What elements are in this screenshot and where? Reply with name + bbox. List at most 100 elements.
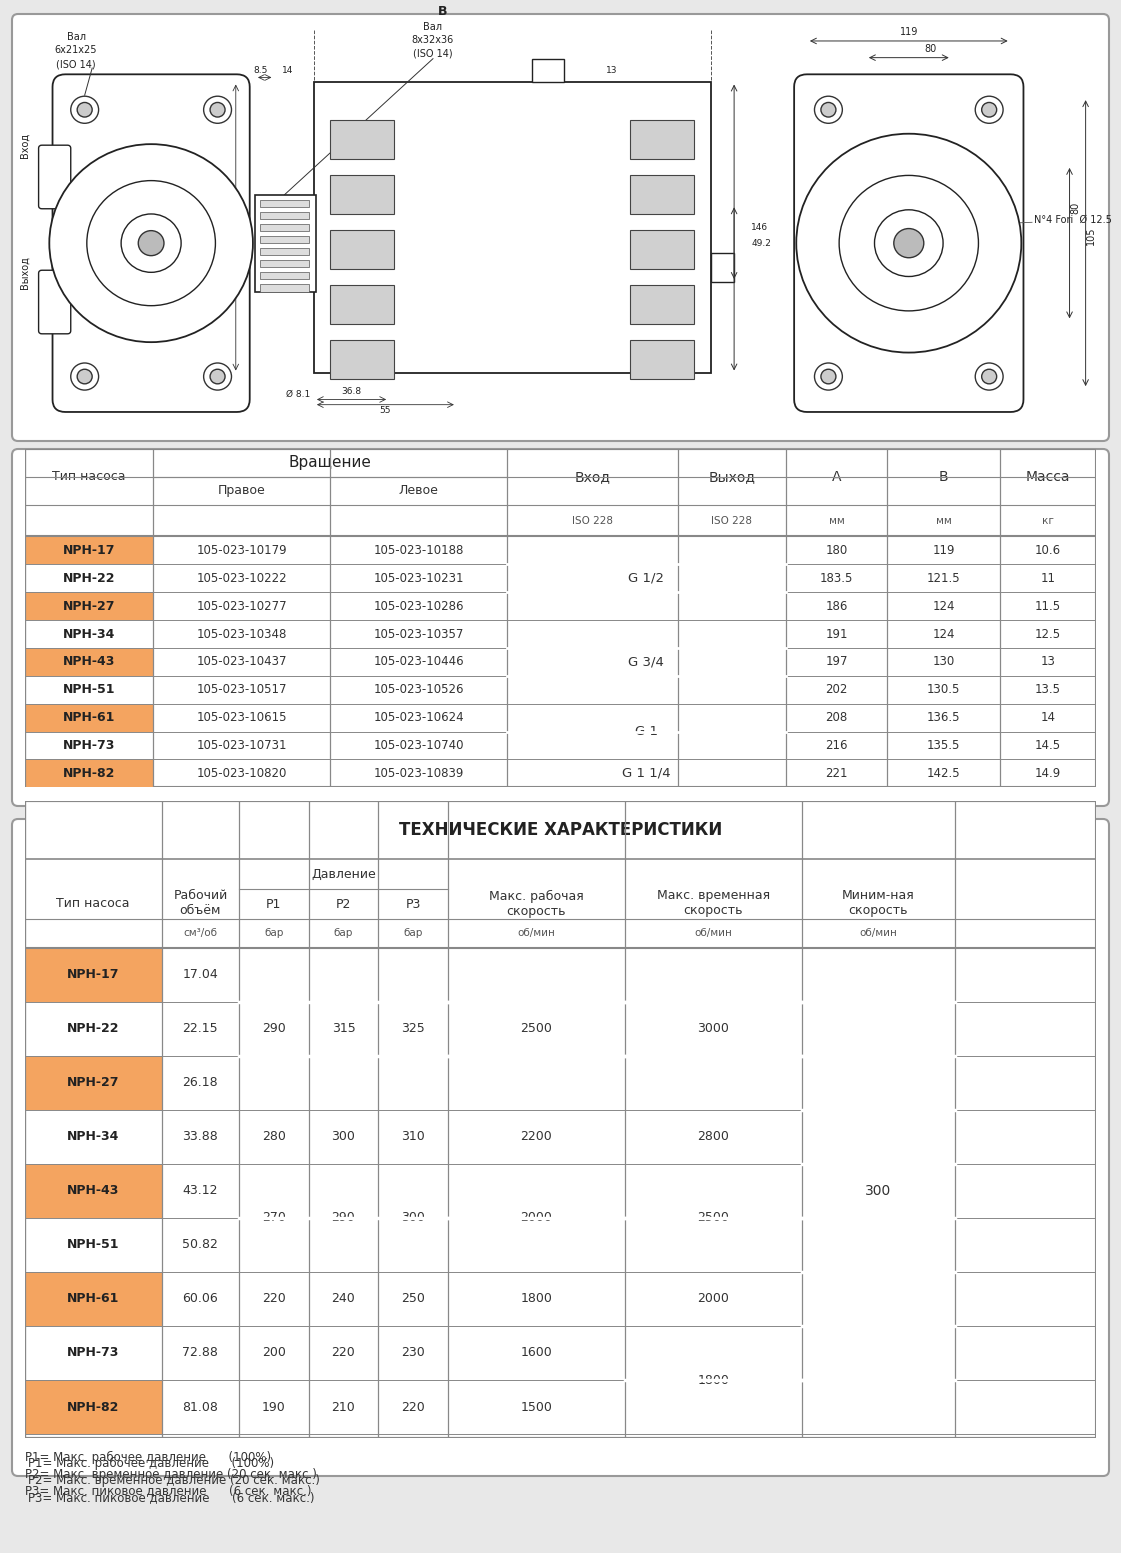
Text: 280: 280 [262,1131,286,1143]
Bar [25,947,161,1002]
Text: 105-023-10231: 105-023-10231 [373,572,464,585]
Text: 36.8: 36.8 [342,387,362,396]
Text: 1600: 1600 [520,1346,553,1359]
Text: 124: 124 [933,599,955,612]
Text: 14.5: 14.5 [1035,739,1062,752]
Text: 315: 315 [332,1022,355,1036]
Circle shape [975,363,1003,390]
Circle shape [138,231,164,256]
Bar [260,284,308,292]
Text: 50.82: 50.82 [183,1238,219,1252]
Text: бар: бар [265,929,284,938]
Text: 2500: 2500 [697,1211,729,1224]
Text: NPH-17: NPH-17 [63,544,115,558]
FancyBboxPatch shape [794,75,1023,412]
Text: 270: 270 [262,1211,286,1224]
Text: P1: P1 [266,898,281,912]
Circle shape [204,96,232,123]
Text: 105-023-10357: 105-023-10357 [373,627,464,640]
Text: 105-023-10526: 105-023-10526 [373,683,464,696]
Text: P3= Макс. пиковое давление      (6 сек. макс.): P3= Макс. пиковое давление (6 сек. макс.… [25,1485,312,1497]
Text: Левое: Левое [399,485,438,497]
Text: 2000: 2000 [520,1211,553,1224]
Text: мм: мм [936,516,952,525]
Bar [630,286,694,325]
Text: P3= Макс. пиковое давление      (6 сек. макс.): P3= Макс. пиковое давление (6 сек. макс.… [28,1491,315,1503]
Text: Ø 80.93: Ø 80.93 [219,213,228,245]
Text: Макс. рабочая
скорость: Макс. рабочая скорость [489,890,584,918]
Text: (ISO 14): (ISO 14) [56,59,96,68]
Text: 105-023-10348: 105-023-10348 [196,627,287,640]
Text: 130: 130 [933,655,955,668]
Text: NPH-61: NPH-61 [67,1292,120,1306]
Text: 8x32x36: 8x32x36 [411,36,454,45]
Text: NPH-17: NPH-17 [67,968,120,981]
FancyBboxPatch shape [53,75,250,412]
Text: 105-023-10740: 105-023-10740 [373,739,464,752]
Bar [25,704,154,731]
Bar [330,175,395,214]
Text: 2200: 2200 [520,1131,553,1143]
Text: P1= Макс. рабочее давление      (100%): P1= Макс. рабочее давление (100%) [28,1457,275,1469]
Text: Выход: Выход [708,469,756,483]
Text: 186: 186 [825,599,847,612]
Text: ТЕХНИЧЕСКИЕ ХАРАКТЕРИСТИКИ: ТЕХНИЧЕСКИЕ ХАРАКТЕРИСТИКИ [399,822,722,839]
FancyBboxPatch shape [38,270,71,334]
Text: бар: бар [334,929,353,938]
Text: NPH-43: NPH-43 [63,655,115,668]
Text: 49.2: 49.2 [751,239,771,247]
Bar [330,286,395,325]
Text: 105-023-10624: 105-023-10624 [373,711,464,724]
Text: Масса: Масса [1026,469,1071,483]
Bar [260,272,308,280]
Text: ISO 228: ISO 228 [572,516,613,525]
Text: 1800: 1800 [697,1373,729,1387]
FancyBboxPatch shape [12,818,1109,1475]
Text: 290: 290 [262,1022,286,1036]
Text: 105-023-10286: 105-023-10286 [373,599,464,612]
Text: 105-023-10731: 105-023-10731 [196,739,287,752]
Text: 124: 124 [933,627,955,640]
Text: NPH-61: NPH-61 [63,711,115,724]
Text: 250: 250 [401,1292,425,1306]
Circle shape [893,228,924,258]
Text: об/мин: об/мин [860,929,897,938]
Text: 105-023-10437: 105-023-10437 [196,655,287,668]
Circle shape [210,370,225,384]
Bar [25,1381,161,1433]
Text: 105-023-10446: 105-023-10446 [373,655,464,668]
Text: 72.88: 72.88 [183,1346,219,1359]
Text: Ø 8.1: Ø 8.1 [286,390,311,398]
Text: NPH-34: NPH-34 [63,627,115,640]
Text: 1500: 1500 [520,1401,553,1413]
FancyBboxPatch shape [12,14,1109,441]
Text: 6x21x25: 6x21x25 [55,45,98,56]
Text: 105-023-10839: 105-023-10839 [373,767,464,780]
Circle shape [71,96,99,123]
Text: 191: 191 [825,627,847,640]
Text: Правое: Правое [217,485,266,497]
Text: 142.5: 142.5 [927,767,961,780]
Text: 12.5: 12.5 [1035,627,1062,640]
Circle shape [815,363,842,390]
Text: NPH-73: NPH-73 [67,1346,120,1359]
Text: Вращение: Вращение [288,455,371,471]
Text: 14: 14 [281,67,293,75]
Text: 119: 119 [933,544,955,558]
Text: 190: 190 [262,1401,286,1413]
Text: NPH-27: NPH-27 [63,599,115,612]
Text: 220: 220 [262,1292,286,1306]
Bar [630,230,694,269]
Text: 300: 300 [865,1183,891,1197]
Text: Выход: Выход [20,256,29,289]
Text: 3000: 3000 [697,1022,729,1036]
Text: P1= Макс. рабочее давление      (100%): P1= Макс. рабочее давление (100%) [25,1451,271,1463]
Text: 2000: 2000 [697,1292,729,1306]
Text: Миним-ная
скорость: Миним-ная скорость [842,890,915,918]
Text: 2500: 2500 [520,1022,553,1036]
Text: NPH-73: NPH-73 [63,739,115,752]
Text: 33.88: 33.88 [183,1131,219,1143]
Text: мм: мм [828,516,844,525]
Text: Макс. временная
скорость: Макс. временная скорость [657,890,770,918]
Text: 13.5: 13.5 [1035,683,1062,696]
